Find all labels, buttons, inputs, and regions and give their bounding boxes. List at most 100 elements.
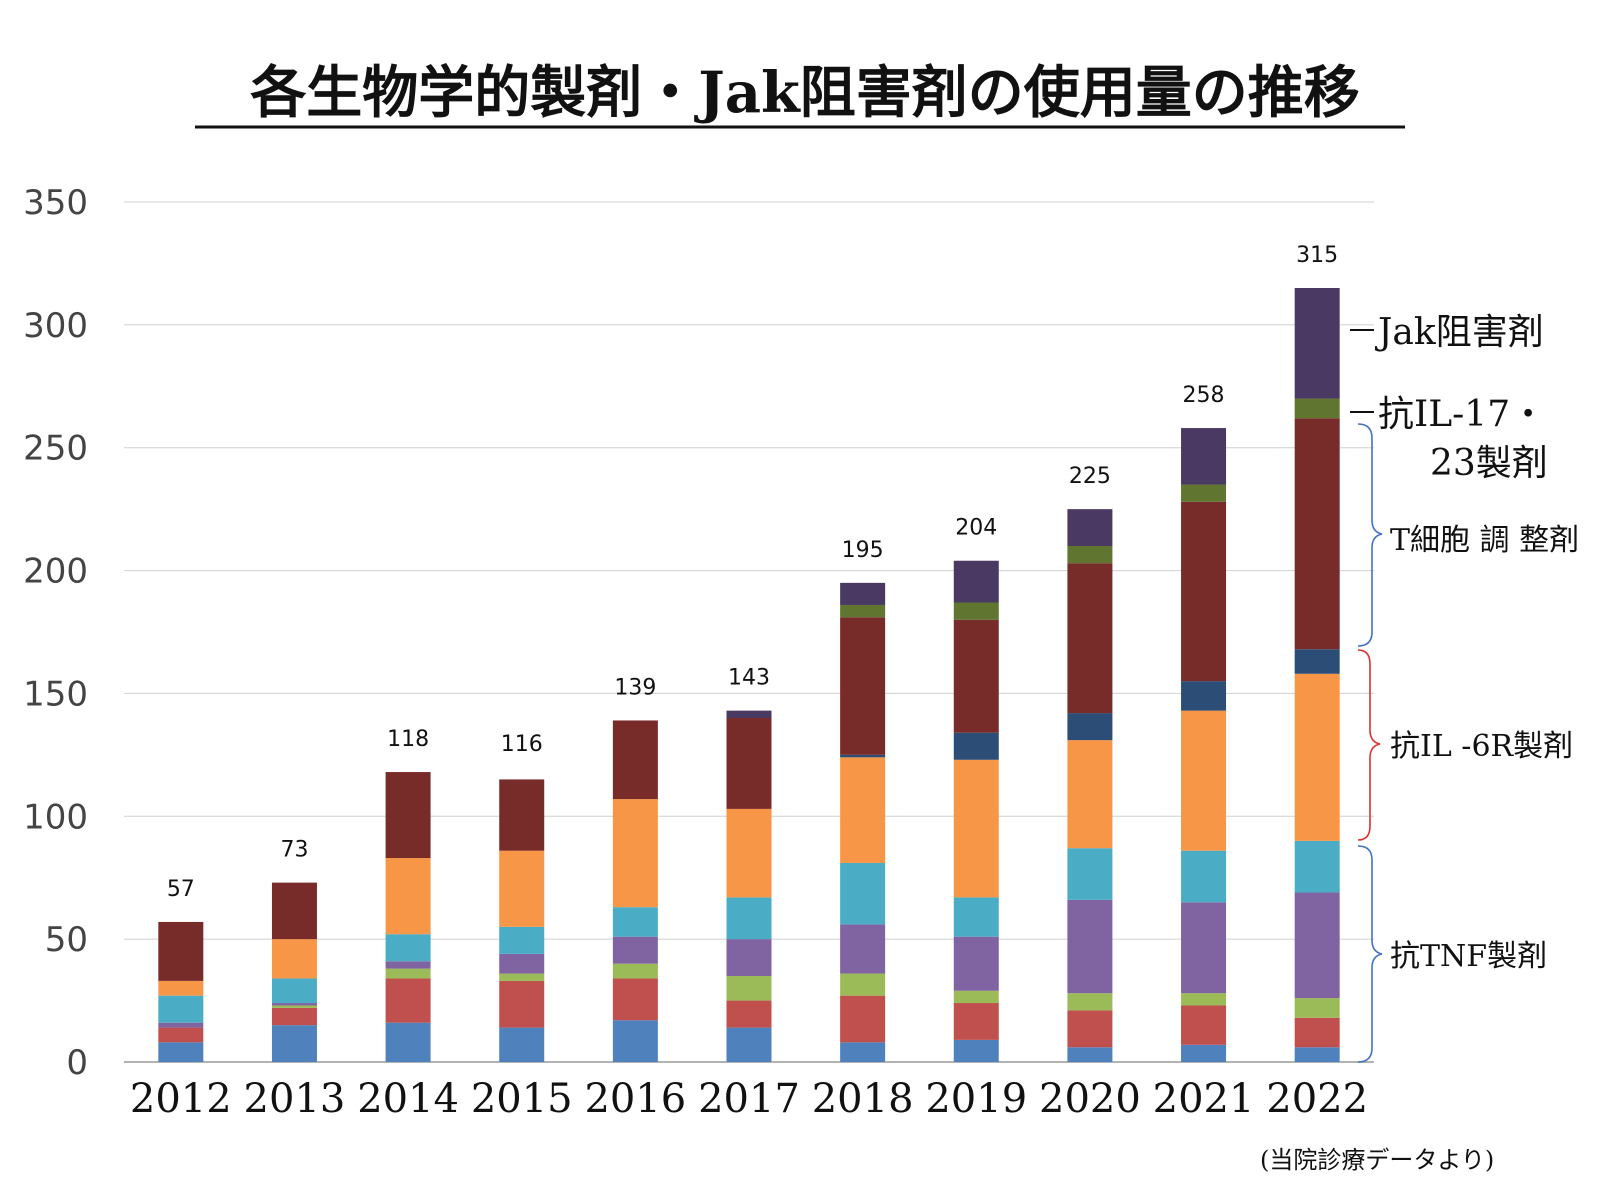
bar-segment: [1181, 501, 1227, 682]
bar-segment: [726, 897, 772, 940]
annotation-il17-line2: 23製剤: [1430, 443, 1548, 484]
bar-segment: [612, 963, 658, 979]
bar-segment: [158, 1022, 204, 1028]
bar-segment: [726, 718, 772, 809]
bar-segment: [271, 1005, 317, 1008]
bar-segment: [840, 1042, 886, 1062]
y-tick-label: 250: [23, 429, 88, 469]
annotation-tcell: T細胞 調 整剤: [1390, 523, 1579, 558]
bar-segment: [1181, 1005, 1227, 1045]
bar-segment: [612, 978, 658, 1021]
bar-segment: [1067, 509, 1113, 546]
bar-segment: [499, 850, 545, 927]
y-tick-label: 350: [23, 183, 88, 223]
bar-segment: [1067, 563, 1113, 714]
bar-segment: [271, 882, 317, 940]
total-label: 225: [1069, 464, 1111, 489]
bar-segment: [840, 973, 886, 996]
bar-segment: [499, 953, 545, 974]
x-tick-label: 2019: [925, 1076, 1027, 1122]
bar-segment: [271, 1025, 317, 1062]
bar-segment: [385, 1022, 431, 1062]
chart-title: 各生物学的製剤・Jak阻害剤の使用量の推移: [250, 60, 1360, 126]
bar-segment: [271, 978, 317, 1004]
bar-segment: [1067, 1047, 1113, 1062]
bar-stack-2012: [158, 921, 204, 1062]
bar-segment: [726, 808, 772, 898]
annotation-tnf: 抗TNF製剤: [1390, 939, 1547, 974]
y-tick-label: 100: [23, 797, 88, 837]
bar-segment: [385, 858, 431, 935]
bar-segment: [726, 710, 772, 718]
bar-segment: [953, 990, 999, 1004]
bar-segment: [1294, 1047, 1340, 1062]
bar-stack-2020: [1067, 509, 1113, 1062]
total-label: 118: [387, 727, 429, 752]
x-tick-label: 2015: [471, 1076, 573, 1122]
bar-stack-2022: [1294, 288, 1340, 1062]
total-labels: 57 73 118 116 139 143 195 204 225 258 315: [167, 243, 1338, 902]
bar-stack-2019: [953, 560, 999, 1062]
annotation-il6r: 抗IL -6R製剤: [1390, 729, 1573, 764]
bar-segment: [840, 604, 886, 618]
bar-segment: [158, 1027, 204, 1043]
bar-segment: [271, 939, 317, 979]
bar-segment: [499, 980, 545, 1028]
bar-segment: [1067, 1010, 1113, 1048]
bar-segment: [612, 1020, 658, 1062]
bar-stack-2015: [499, 779, 545, 1062]
total-label: 204: [955, 516, 997, 541]
bar-segment: [612, 907, 658, 937]
bar-segment: [1067, 713, 1113, 741]
bar-segment: [1181, 484, 1227, 502]
bar-stack-2013: [271, 882, 317, 1062]
bar-segment: [1181, 681, 1227, 711]
bar-segment: [1294, 892, 1340, 999]
bar-segment: [271, 1007, 317, 1026]
total-label: 195: [842, 538, 884, 563]
bar-segment: [840, 862, 886, 925]
bar-segment: [840, 582, 886, 605]
x-tick-label: 2020: [1039, 1076, 1141, 1122]
x-tick-label: 2022: [1266, 1076, 1368, 1122]
bar-segment: [612, 720, 658, 800]
bar-segment: [385, 772, 431, 859]
bar-segment: [1067, 848, 1113, 900]
total-label: 116: [501, 732, 543, 757]
bar-segment: [385, 978, 431, 1023]
bar-segment: [1067, 740, 1113, 849]
bar-segment: [1294, 840, 1340, 893]
bar-segment: [1294, 998, 1340, 1018]
bar-segment: [1294, 673, 1340, 841]
x-tick-label: 2017: [698, 1076, 800, 1122]
x-tick-label: 2014: [357, 1076, 459, 1122]
y-tick-label: 300: [23, 306, 88, 346]
tcell-brace: [1357, 423, 1383, 647]
tnf-brace: [1357, 845, 1383, 1063]
bar-segment: [158, 995, 204, 1023]
bar-segment: [953, 897, 999, 937]
bar-segment: [1067, 546, 1113, 564]
bar-stack-2021: [1181, 428, 1227, 1062]
bar-stack-2016: [612, 720, 658, 1062]
bar-segment: [1294, 288, 1340, 399]
bar-segment: [1294, 649, 1340, 674]
bar-segment: [726, 939, 772, 976]
bar-segment: [726, 1027, 772, 1062]
bar-segment: [385, 961, 431, 969]
annotation-il17-line1: 抗IL-17・: [1378, 394, 1546, 435]
il6r-brace: [1357, 649, 1381, 841]
total-label: 143: [728, 666, 770, 691]
y-tick-label: 200: [23, 552, 88, 592]
bar-segment: [158, 980, 204, 996]
bar-segment: [840, 617, 886, 755]
total-label: 73: [280, 838, 308, 863]
bar-segment: [1067, 993, 1113, 1011]
annotations: Jak阻害剤 抗IL-17・ 23製剤 T細胞 調 整剤 抗IL -6R製剤 抗…: [1350, 312, 1579, 1063]
bar-segment: [953, 759, 999, 898]
bar-segment: [1067, 899, 1113, 994]
bar-segment: [953, 936, 999, 991]
source-note: (当院診療データより): [1260, 1146, 1494, 1174]
x-tick-label: 2013: [244, 1076, 346, 1122]
